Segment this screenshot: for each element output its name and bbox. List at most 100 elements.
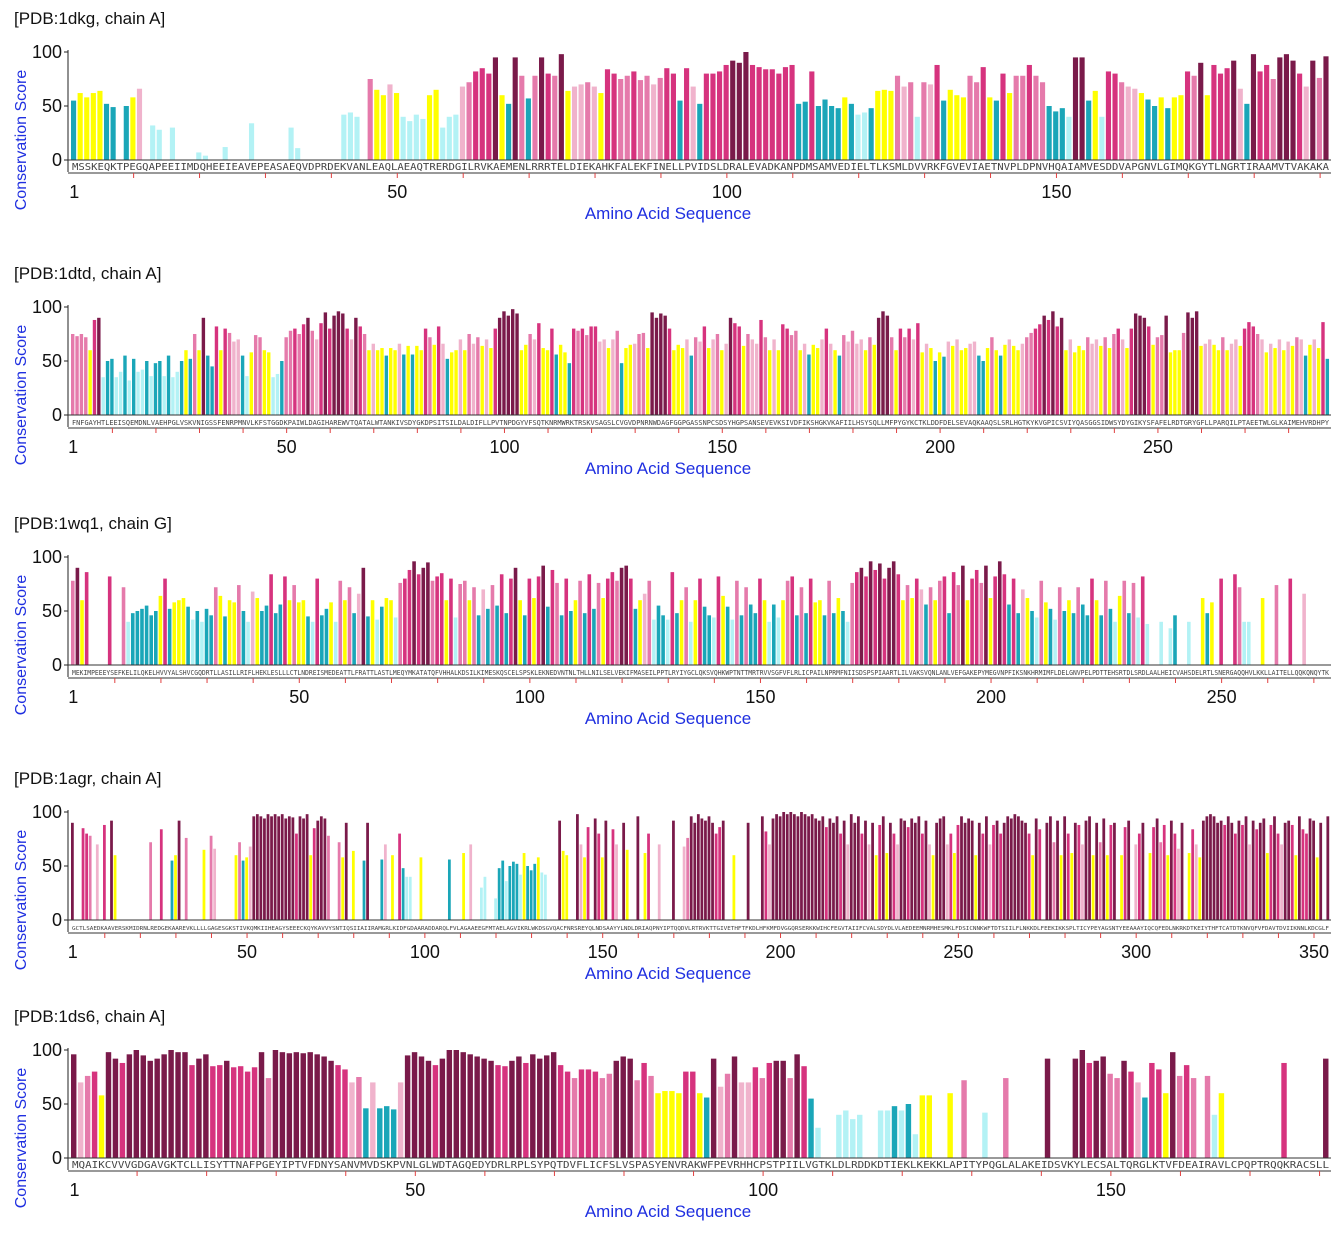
- bar: [661, 615, 665, 665]
- bar: [425, 1060, 432, 1158]
- bar: [593, 818, 597, 920]
- bar: [154, 611, 158, 665]
- bar: [375, 350, 380, 415]
- bar: [1290, 60, 1296, 160]
- bar: [911, 339, 916, 415]
- x-axis-label: Amino Acid Sequence: [585, 459, 751, 478]
- bar: [391, 855, 394, 920]
- bar: [1244, 816, 1248, 920]
- bar: [1104, 580, 1108, 665]
- bar: [489, 348, 493, 415]
- bar: [789, 64, 795, 160]
- bar: [1147, 326, 1151, 415]
- bar: [884, 1110, 891, 1158]
- bar: [1246, 621, 1251, 665]
- bar: [192, 334, 197, 415]
- bar: [703, 73, 709, 160]
- bar: [1238, 345, 1242, 415]
- bar: [672, 350, 676, 415]
- bar: [569, 611, 573, 665]
- bar: [249, 352, 254, 415]
- bar: [1025, 337, 1029, 415]
- bar: [343, 600, 347, 665]
- bar: [946, 341, 951, 415]
- bar: [1077, 824, 1081, 920]
- bar: [850, 330, 855, 415]
- bar: [453, 617, 458, 665]
- bar: [1316, 348, 1321, 415]
- bar: [1123, 827, 1127, 920]
- bar: [1007, 604, 1011, 665]
- x-tick-label: 1: [68, 942, 78, 962]
- bar: [544, 874, 547, 920]
- bar: [977, 822, 981, 920]
- bar: [210, 1066, 216, 1158]
- bar: [1286, 341, 1290, 415]
- bar: [393, 93, 400, 160]
- bar: [1134, 844, 1138, 920]
- bar: [150, 125, 156, 160]
- bar: [1258, 822, 1262, 920]
- bar: [903, 337, 907, 415]
- bar: [600, 857, 604, 920]
- bar: [295, 833, 298, 920]
- bar: [273, 814, 277, 920]
- bar: [237, 585, 241, 665]
- bar: [558, 820, 562, 920]
- bar: [361, 567, 366, 665]
- bar: [441, 343, 445, 415]
- bar: [127, 380, 132, 415]
- bar: [1225, 350, 1229, 415]
- bar: [763, 337, 768, 415]
- bar: [358, 326, 362, 415]
- bar: [960, 97, 967, 160]
- bar: [430, 580, 435, 665]
- bar: [1003, 1078, 1009, 1158]
- bar: [149, 842, 153, 920]
- bar: [1091, 855, 1095, 920]
- bar: [241, 611, 246, 665]
- bar: [1226, 816, 1230, 920]
- bar: [842, 820, 846, 920]
- bar: [737, 326, 741, 415]
- bar: [949, 833, 953, 920]
- x-tick-label: 100: [410, 942, 440, 962]
- bar: [718, 827, 722, 920]
- bar: [439, 573, 444, 665]
- bar: [71, 334, 75, 415]
- bar: [968, 343, 972, 415]
- bar: [147, 1060, 153, 1158]
- bar: [875, 90, 881, 160]
- bar: [209, 835, 213, 920]
- bar: [768, 350, 772, 415]
- y-axis-label: Conservation Score: [13, 830, 30, 971]
- bar: [892, 833, 896, 920]
- bar: [227, 600, 232, 665]
- bar: [1140, 576, 1145, 665]
- bar: [352, 613, 356, 665]
- bar: [1290, 824, 1294, 920]
- bar: [1168, 628, 1173, 665]
- bar: [286, 1053, 293, 1158]
- bar: [872, 344, 876, 415]
- bar: [196, 152, 202, 160]
- bar: [1031, 855, 1035, 920]
- bar: [563, 352, 567, 415]
- bar: [794, 1054, 800, 1158]
- bar: [275, 373, 280, 415]
- bar: [987, 97, 993, 160]
- chart-title: [PDB:1dkg, chain A]: [14, 9, 165, 28]
- bar: [1233, 833, 1237, 920]
- bar: [1006, 816, 1010, 920]
- bar: [739, 615, 744, 665]
- bar: [338, 580, 343, 665]
- bar: [97, 317, 101, 415]
- bar: [105, 1052, 112, 1158]
- bar: [1248, 844, 1251, 920]
- bar: [171, 377, 175, 415]
- bar: [571, 86, 578, 160]
- x-tick-label: 150: [1041, 182, 1071, 202]
- bar: [497, 317, 502, 415]
- bar: [1190, 1078, 1197, 1158]
- bar: [891, 561, 896, 665]
